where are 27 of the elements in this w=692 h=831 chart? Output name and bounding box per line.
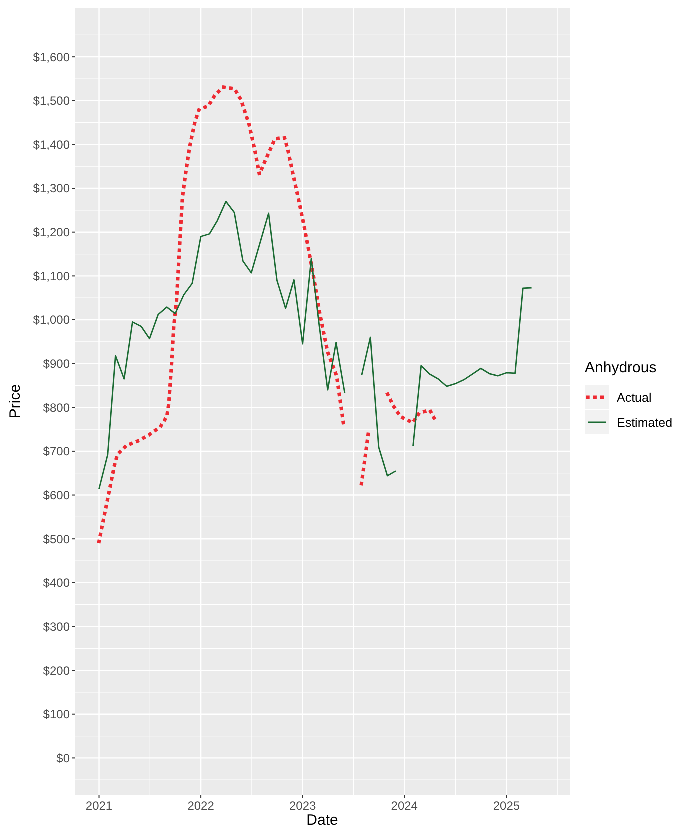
legend-label: Estimated xyxy=(617,416,673,430)
y-tick-label: $100 xyxy=(43,708,70,722)
y-tick-label: $1,300 xyxy=(33,182,70,196)
y-tick-label: $200 xyxy=(43,664,70,678)
x-tick-label: 2022 xyxy=(188,799,215,813)
y-tick-label: $800 xyxy=(43,400,70,415)
y-tick-label: $1,500 xyxy=(33,94,70,108)
y-tick-label: $600 xyxy=(43,488,70,502)
y-tick-label: $1,100 xyxy=(33,269,70,284)
y-tick-label: $500 xyxy=(43,532,70,546)
y-tick-label: $1,000 xyxy=(33,313,70,328)
y-tick-label: $700 xyxy=(43,444,70,459)
x-tick-label: 2023 xyxy=(289,799,317,813)
y-tick-label: $1,400 xyxy=(33,138,70,152)
y-tick-label: $1,600 xyxy=(33,50,70,64)
legend-title: Anhydrous xyxy=(585,360,657,376)
x-tick-label: 2024 xyxy=(391,799,418,813)
y-tick-label: $900 xyxy=(43,357,70,372)
x-tick-label: 2025 xyxy=(493,799,520,813)
legend-label: Actual xyxy=(617,390,652,405)
y-axis-title: Price xyxy=(7,384,24,419)
y-tick-label: $1,200 xyxy=(33,226,70,240)
y-tick-label: $300 xyxy=(43,620,70,634)
y-tick-label: $400 xyxy=(43,576,70,590)
x-axis-title: Date xyxy=(306,812,338,829)
y-tick-label: $0 xyxy=(56,751,70,766)
x-tick-label: 2021 xyxy=(86,799,113,813)
